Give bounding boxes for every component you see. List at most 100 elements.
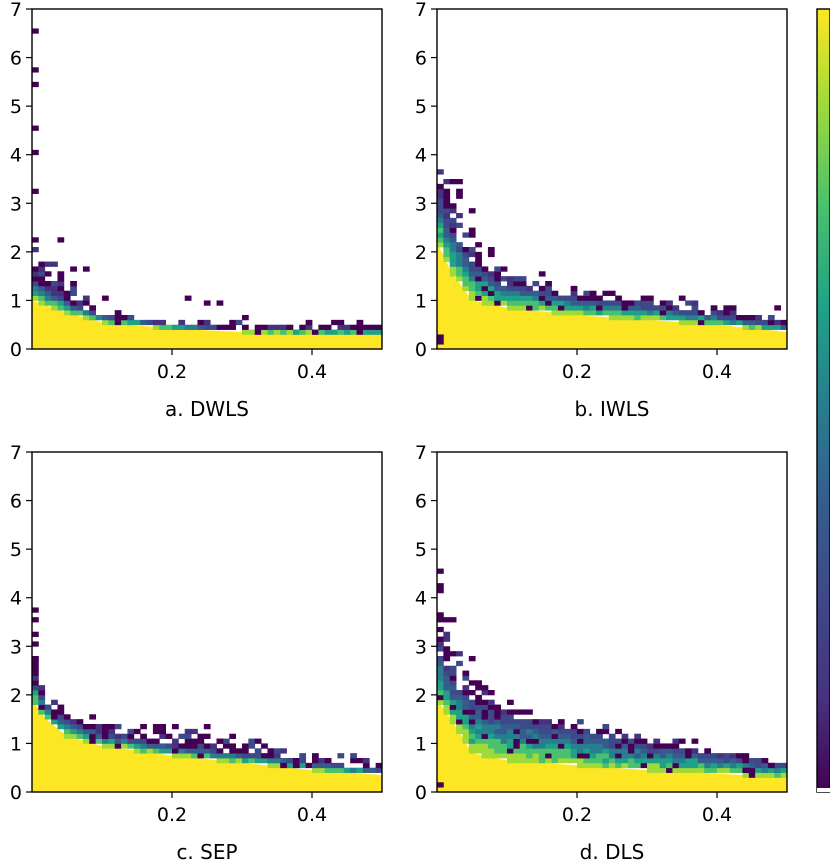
heatmap-cell [538, 753, 546, 759]
heatmap-cell [229, 743, 237, 749]
heatmap-cell [51, 714, 58, 720]
heatmap-cell [647, 295, 654, 301]
heatmap-cell [704, 319, 712, 326]
heatmap-cell [736, 767, 743, 773]
heatmap-cell [736, 315, 743, 321]
outlier-cell [468, 208, 476, 214]
heatmap-cell [82, 724, 90, 730]
heatmap-cell [369, 329, 377, 335]
heatmap-cell [248, 738, 256, 744]
heatmap-cell [557, 743, 565, 749]
heatmap-cell [184, 748, 192, 754]
heatmap-cell [615, 728, 622, 735]
heatmap-cell [254, 324, 262, 330]
heatmap-cell [324, 758, 332, 764]
heatmap-cell [557, 724, 565, 730]
heatmap-cell [248, 758, 256, 764]
heatmap-cell [82, 295, 90, 301]
heatmap-cell [38, 285, 46, 292]
heatmap-cells [437, 588, 788, 792]
heatmap-cell [583, 758, 591, 764]
heatmap-cell [76, 728, 84, 735]
heatmap-cell [494, 271, 502, 277]
heatmap-cell [596, 733, 603, 739]
heatmap-cell [51, 305, 58, 311]
heatmap-cell [331, 767, 338, 773]
outlier-cell [468, 656, 476, 662]
heatmap-cell [672, 305, 680, 311]
heatmap-cell [685, 767, 692, 773]
outlier-cell [280, 762, 287, 769]
heatmap-cell [437, 617, 444, 623]
heatmap-cell [640, 753, 648, 759]
y-tick-label: 6 [10, 48, 22, 70]
panel-xlabel: d. DLS [580, 840, 645, 864]
heatmap-cell [723, 305, 731, 311]
x-tick-label: 0.4 [297, 804, 327, 826]
heatmap-cell [95, 315, 103, 321]
heatmap-cell [475, 266, 482, 272]
heatmap-cell [685, 319, 692, 326]
heatmap-cell [500, 738, 508, 744]
heatmap-cell [437, 636, 444, 642]
heatmap-cell [551, 310, 559, 316]
heatmap-cell [513, 300, 521, 306]
heatmap-cell [608, 305, 616, 311]
heatmap-cell [685, 300, 692, 306]
heatmap-cell [32, 685, 39, 691]
heatmap-cell [564, 305, 572, 311]
heatmap-cell [748, 767, 756, 773]
heatmap-cell [487, 738, 495, 744]
heatmap-cell [456, 728, 463, 735]
heatmap-cell [487, 271, 495, 277]
heatmap-cell [500, 743, 508, 749]
heatmap-cell [736, 753, 743, 759]
dense-region [437, 699, 787, 792]
heatmap-cell [172, 724, 179, 730]
heatmap-cell [197, 733, 205, 739]
heatmap-cell [545, 733, 552, 739]
heatmap-cell [443, 242, 451, 248]
heatmap-cell [615, 310, 622, 316]
heatmap-cell [717, 762, 724, 769]
heatmap-cell [519, 290, 527, 296]
heatmap-cell [462, 675, 470, 681]
heatmap-cell [621, 733, 629, 739]
heatmap-cell [456, 188, 463, 194]
x-tick-label: 0.4 [297, 361, 327, 383]
heatmap-cell [481, 748, 489, 754]
heatmap-cell [32, 276, 39, 282]
heatmap-cell [443, 646, 451, 652]
heatmap-cell [596, 728, 603, 735]
y-tick-label: 0 [10, 782, 22, 804]
heatmap-cell [443, 198, 451, 204]
heatmap-cell [545, 728, 552, 735]
heatmap-cell [755, 772, 762, 778]
heatmap-cell [63, 724, 71, 730]
heatmap-cell [519, 753, 527, 759]
heatmap-cell [481, 714, 489, 720]
heatmap-cell [653, 762, 661, 769]
heatmap-cell [608, 300, 616, 306]
heatmap-cell [602, 738, 610, 744]
heatmap-cell [51, 699, 58, 705]
heatmap-cell [545, 758, 552, 764]
heatmap-cell [494, 285, 502, 292]
heatmap-cell [494, 281, 502, 287]
heatmap-cell [557, 719, 565, 725]
heatmap-cell [596, 753, 603, 759]
heatmap-cell [63, 733, 71, 739]
heatmap-cell [494, 743, 502, 749]
heatmap-cell [691, 305, 699, 311]
heatmap-cell [742, 772, 750, 778]
outlier-cell [70, 266, 77, 272]
outlier-cell [32, 188, 39, 194]
heatmap-cell [475, 680, 482, 686]
axes-frame [436, 451, 788, 793]
heatmap-cell [57, 300, 65, 306]
heatmap-cell [685, 758, 692, 764]
heatmap-cell [481, 699, 489, 705]
heatmap-cell [583, 743, 591, 749]
heatmap-cell [475, 290, 482, 296]
heatmap-cell [350, 758, 357, 764]
